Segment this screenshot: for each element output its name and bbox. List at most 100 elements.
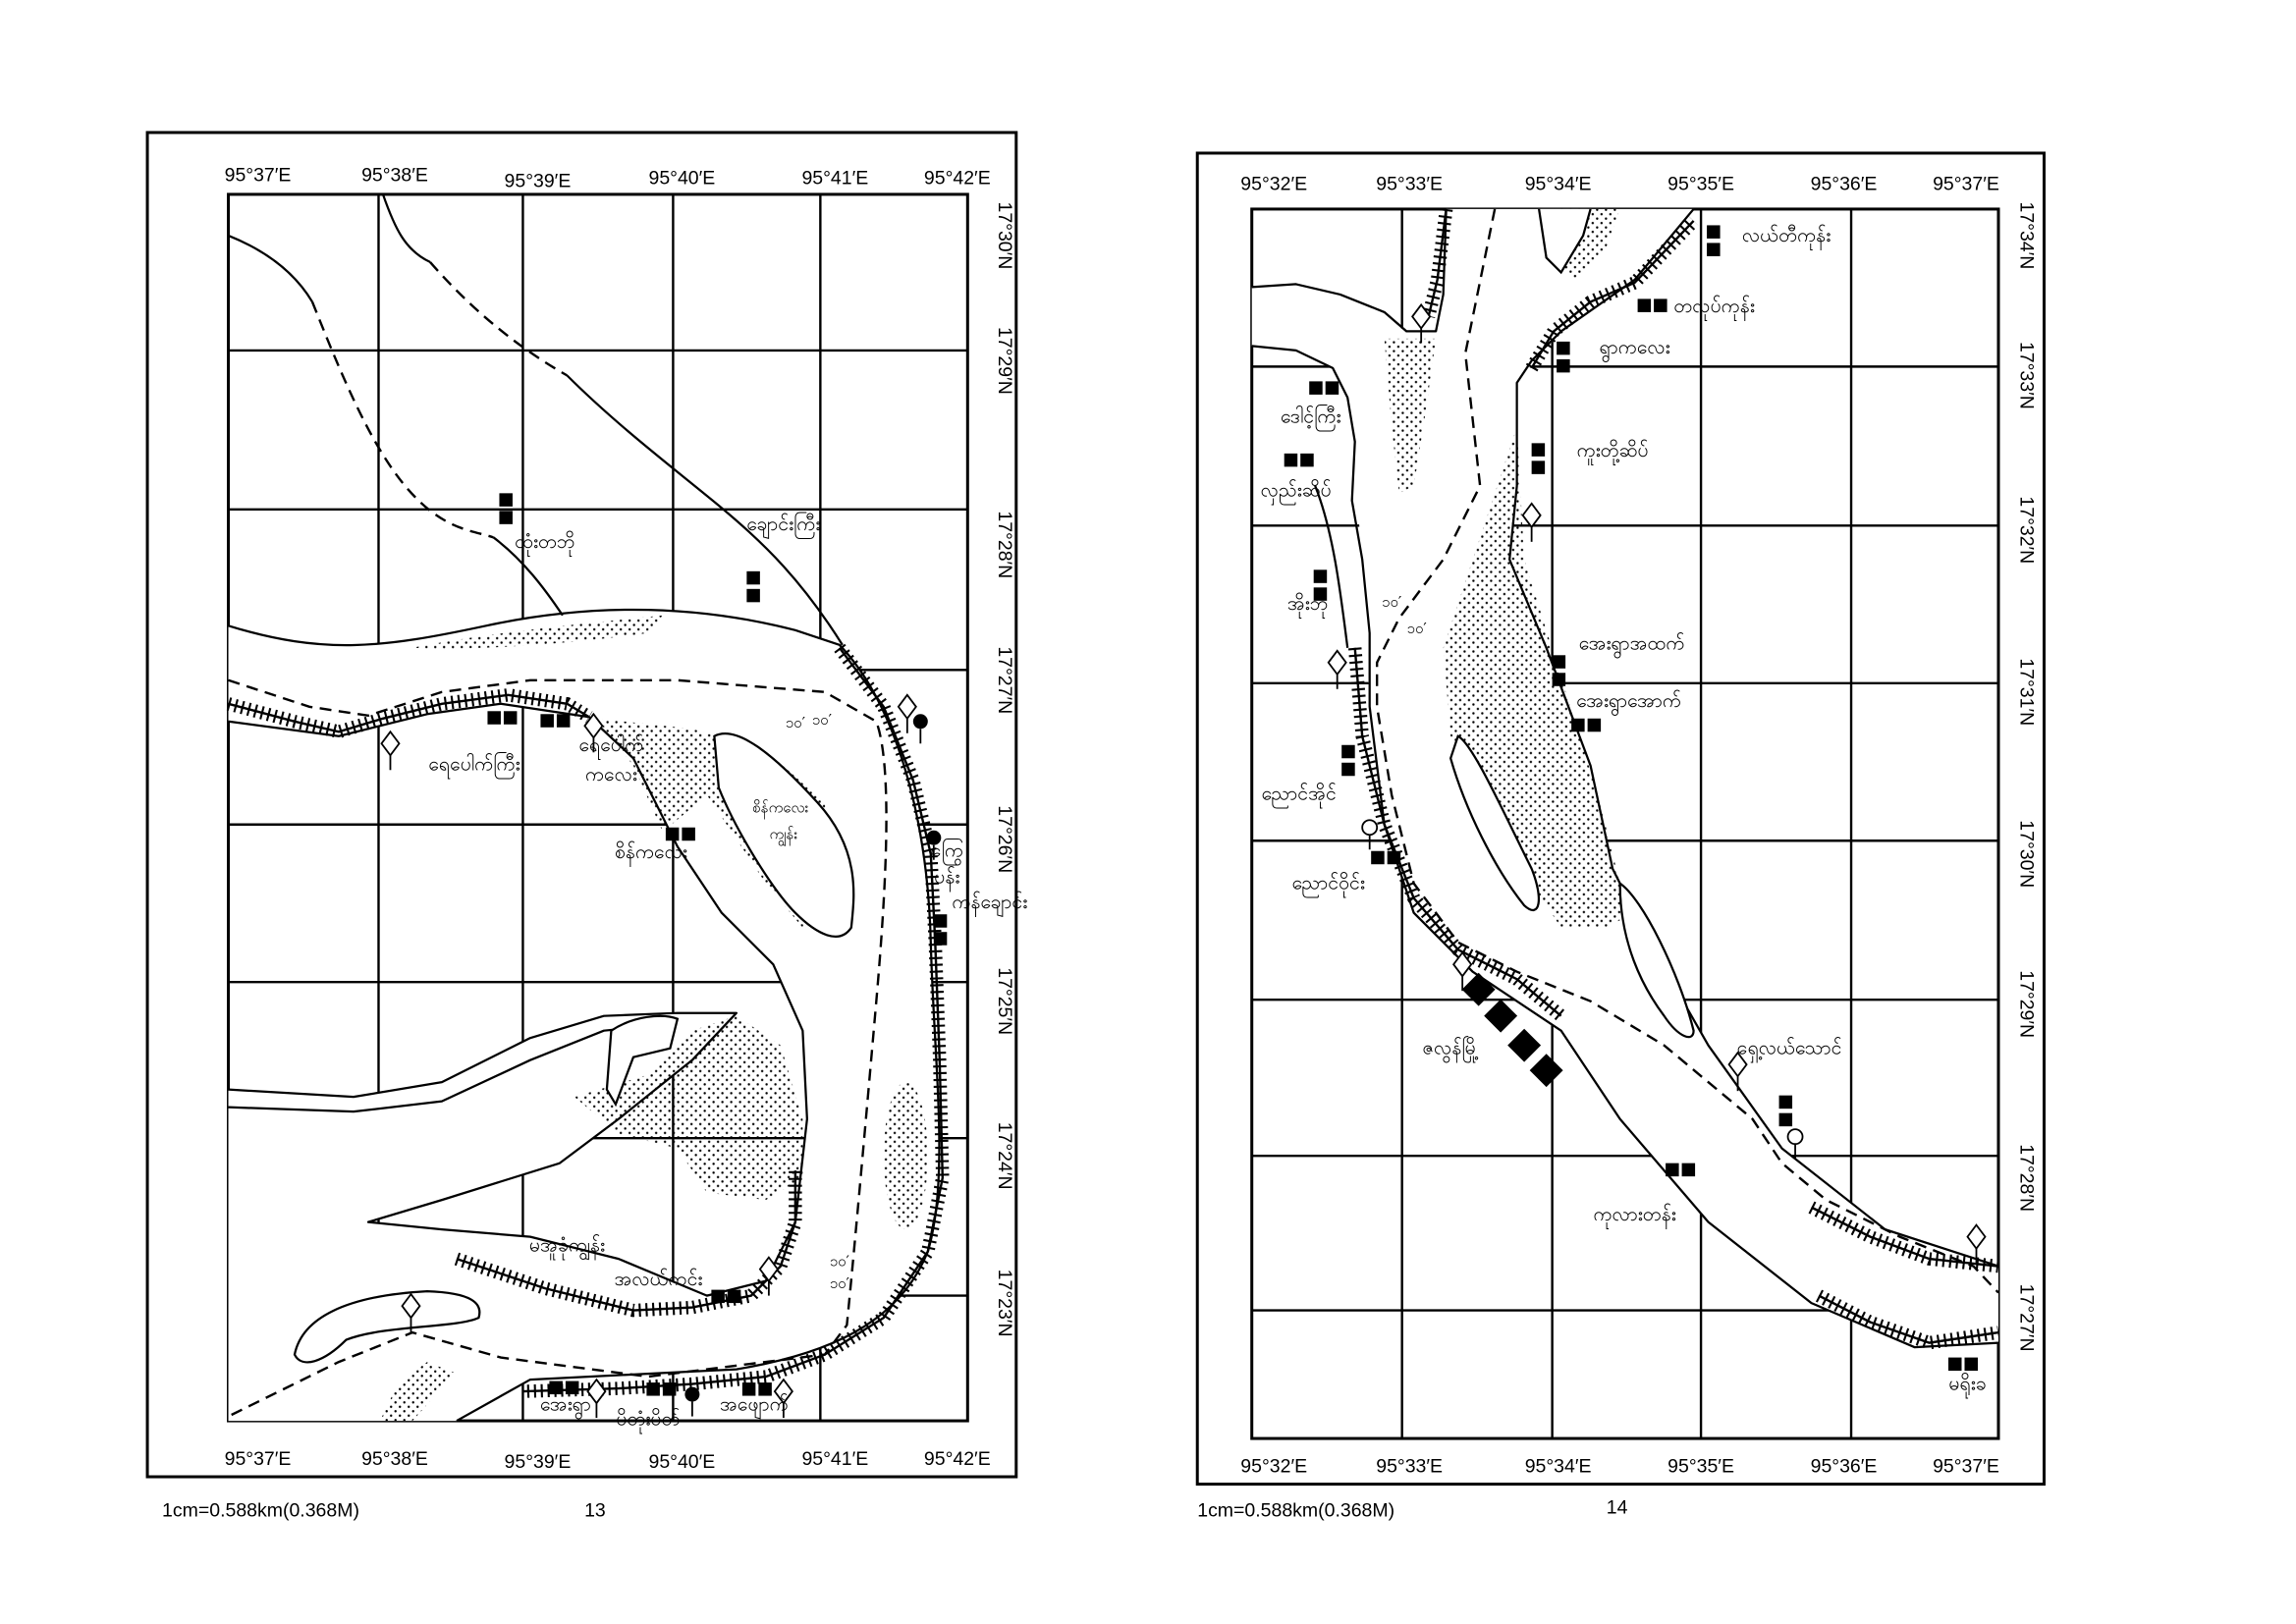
diamond-marker-icon (586, 1378, 607, 1419)
island (1618, 881, 1695, 1039)
place-label: စိန်ကလေး (615, 840, 687, 867)
embankment (1347, 208, 1999, 1350)
town-block-icon (1529, 1054, 1563, 1088)
island (293, 1289, 481, 1364)
page-number: 14 (1607, 1497, 1628, 1519)
place-label: တလုပ်ကုန်း (1673, 295, 1754, 321)
place-label: ဒေါင့်ကြီး (1281, 404, 1340, 431)
stream (1314, 485, 1349, 648)
longitude-label-bottom: 95°39′E (505, 1451, 572, 1473)
place-label: ကူးတို့ဆိပ် (1577, 439, 1649, 465)
village-square-icon (1948, 1357, 1978, 1372)
navigation-channel (228, 678, 888, 1418)
latitude-label: 17°32′N (2015, 496, 2037, 564)
page-number: 13 (584, 1500, 606, 1522)
longitude-label-top: 95°33′E (1376, 173, 1443, 194)
latitude-label: 17°26′N (994, 805, 1015, 873)
river-bank-south (228, 702, 808, 1297)
village-square-icon (499, 493, 513, 524)
longitude-label-bottom: 95°41′E (801, 1448, 868, 1470)
latitude-label: 17°25′N (994, 967, 1015, 1035)
village-square-icon (540, 714, 571, 728)
village-square-icon (1309, 381, 1339, 395)
place-label: ကြွေ (931, 839, 963, 866)
village-square-icon (711, 1289, 741, 1304)
diamond-marker-icon (1452, 950, 1473, 992)
longitude-label-top: 95°37′E (225, 164, 292, 186)
river-water (1251, 208, 1998, 1348)
filled-circle-marker-icon (684, 1386, 700, 1417)
longitude-label-top: 95°42′E (924, 167, 991, 189)
sandbank (883, 1082, 928, 1230)
latitude-label: 17°33′N (2015, 342, 2037, 409)
latitude-label: 17°29′N (2015, 970, 2037, 1038)
longitude-label-top: 95°35′E (1667, 173, 1734, 194)
village-square-icon (1778, 1095, 1793, 1127)
symbols (1284, 225, 1987, 1372)
place-label: စိန်ကလေး (752, 799, 808, 820)
diamond-marker-icon (1327, 649, 1347, 689)
track (429, 261, 569, 377)
longitude-label-bottom: 95°36′E (1811, 1456, 1878, 1478)
latitude-label: 17°30′N (2015, 820, 2037, 888)
diamond-marker-icon (773, 1378, 793, 1419)
longitude-label-bottom: 95°38′E (361, 1448, 428, 1470)
village-square-icon (1313, 569, 1328, 601)
latitude-label: 17°28′N (994, 511, 1015, 578)
place-label: ပန်း (934, 866, 959, 893)
longitude-label-bottom: 95°33′E (1376, 1456, 1443, 1478)
place-label: ရှေ့လယ်သောင် (1737, 1037, 1842, 1063)
diamond-marker-icon (758, 1256, 779, 1296)
longitude-label-top: 95°41′E (801, 167, 868, 189)
place-label: ရေပေါက်ကြီး (428, 751, 519, 779)
town-block-icon (1461, 972, 1496, 1006)
stream (228, 234, 313, 302)
place-label: အေးရွာ (540, 1393, 591, 1420)
symbols (380, 493, 948, 1419)
island (605, 1014, 680, 1108)
village-square-icon (1284, 453, 1314, 467)
village-square-icon (1371, 850, 1401, 865)
depth-mark: ၁၀′ (830, 1274, 850, 1292)
latitude-label: 17°27′N (994, 646, 1015, 714)
latitude-label: 17°30′N (994, 201, 1015, 269)
stream (566, 374, 844, 646)
diamond-marker-icon (897, 693, 917, 733)
place-label: ရွာကလေး (1600, 336, 1670, 362)
longitude-label-top: 95°34′E (1525, 173, 1592, 194)
grid-frame (227, 192, 969, 1423)
village-square-icon (1531, 443, 1546, 474)
village-square-icon (746, 570, 760, 603)
island (1538, 208, 1592, 275)
place-label: ထုံးတဘို (515, 530, 575, 557)
open-circle-marker-icon (1786, 1128, 1804, 1160)
longitude-label-bottom: 95°37′E (225, 1448, 292, 1470)
stream (381, 193, 431, 263)
diamond-marker-icon (401, 1292, 421, 1333)
diamond-marker-icon (1521, 502, 1542, 542)
place-label: ကန်ချောင်း (952, 891, 1027, 917)
place-label: ရေပေါက် (578, 733, 643, 760)
track (310, 300, 494, 539)
longitude-label-top: 95°36′E (1811, 173, 1878, 194)
village-square-icon (1571, 718, 1602, 732)
latitude-label: 17°34′N (2015, 201, 2037, 269)
filled-circle-marker-icon (912, 714, 928, 744)
river-bank-west (1251, 208, 1448, 333)
place-label: ကုလားတန်း (1593, 1203, 1675, 1229)
place-label: ပိတုံးပိတ် (616, 1408, 680, 1435)
sandbank (1384, 338, 1437, 494)
depth-mark: ၁၀′ (786, 714, 806, 731)
depth-mark: ၁၀′ (830, 1253, 850, 1271)
village-square-icon (1341, 744, 1355, 777)
place-label: အဖျောက် (720, 1393, 789, 1420)
village-square-icon (487, 711, 518, 725)
place-label: ညောင်ဝိုင်း (1292, 872, 1365, 898)
village-square-icon (933, 914, 948, 946)
open-circle-marker-icon (1361, 819, 1379, 850)
village-square-icon (1666, 1163, 1696, 1177)
place-label: အေးရွာအောက် (1576, 689, 1681, 716)
labels: 95°32′E 95°33′E 95°34′E 95°35′E 95°36′E 95°37… (1197, 173, 2037, 1521)
place-label: ချောင်းကြီး (746, 512, 820, 539)
